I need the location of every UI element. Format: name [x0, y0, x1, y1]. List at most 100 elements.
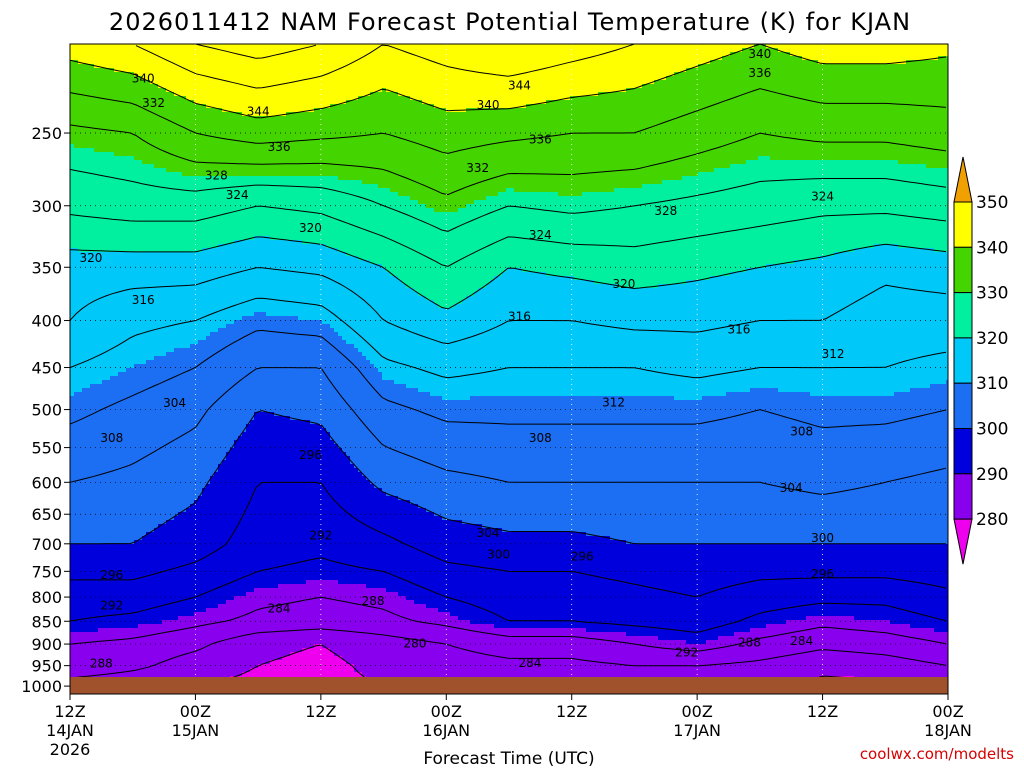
heatmap-cell: [78, 560, 83, 565]
heatmap-cell: [106, 396, 111, 401]
heatmap-cell: [146, 560, 151, 565]
heatmap-cell: [130, 212, 135, 217]
heatmap-cell: [114, 652, 119, 657]
heatmap-cell: [174, 236, 179, 241]
heatmap-cell: [82, 324, 87, 329]
heatmap-cell: [122, 64, 127, 69]
heatmap-cell: [142, 400, 147, 405]
heatmap-cell: [174, 128, 179, 133]
heatmap-cell: [118, 460, 123, 465]
heatmap-cell: [178, 72, 183, 77]
heatmap-cell: [134, 156, 139, 161]
heatmap-cell: [154, 568, 159, 573]
heatmap-cell: [146, 272, 151, 277]
heatmap-cell: [166, 204, 171, 209]
heatmap-cell: [126, 324, 131, 329]
heatmap-cell: [118, 244, 123, 249]
heatmap-cell: [150, 48, 155, 53]
heatmap-cell: [162, 348, 167, 353]
heatmap-cell: [134, 420, 139, 425]
heatmap-cell: [106, 104, 111, 109]
heatmap-cell: [158, 260, 163, 265]
heatmap-cell: [90, 316, 95, 321]
heatmap-cell: [70, 388, 75, 393]
heatmap-cell: [114, 624, 119, 629]
heatmap-cell: [166, 256, 171, 261]
heatmap-cell: [134, 368, 139, 373]
heatmap-cell: [134, 644, 139, 649]
heatmap-cell: [74, 176, 79, 181]
heatmap-cell: [86, 596, 91, 601]
heatmap-cell: [130, 456, 135, 461]
heatmap-cell: [114, 324, 119, 329]
heatmap-cell: [138, 240, 143, 245]
heatmap-cell: [158, 500, 163, 505]
heatmap-cell: [82, 200, 87, 205]
heatmap-cell: [162, 140, 167, 145]
heatmap-cell: [94, 456, 99, 461]
heatmap-cell: [90, 360, 95, 365]
heatmap-cell: [106, 84, 111, 89]
heatmap-cell: [82, 144, 87, 149]
heatmap-cell: [102, 280, 107, 285]
heatmap-cell: [138, 472, 143, 477]
heatmap-cell: [154, 68, 159, 73]
heatmap-cell: [154, 484, 159, 489]
heatmap-cell: [146, 212, 151, 217]
heatmap-cell: [82, 564, 87, 569]
heatmap-cell: [134, 276, 139, 281]
heatmap-cell: [178, 272, 183, 277]
heatmap-cell: [170, 596, 175, 601]
heatmap-cell: [90, 152, 95, 157]
heatmap-cell: [170, 316, 175, 321]
heatmap-cell: [94, 544, 99, 549]
heatmap-cell: [94, 56, 99, 61]
heatmap-cell: [154, 652, 159, 657]
heatmap-cell: [94, 368, 99, 373]
heatmap-cell: [126, 548, 131, 553]
heatmap-cell: [70, 160, 75, 165]
heatmap-cell: [122, 476, 127, 481]
heatmap-cell: [110, 112, 115, 117]
heatmap-cell: [70, 228, 75, 233]
heatmap-cell: [174, 96, 179, 101]
heatmap-cell: [94, 228, 99, 233]
heatmap-cell: [106, 144, 111, 149]
heatmap-cell: [82, 508, 87, 513]
heatmap-cell: [166, 300, 171, 305]
heatmap-cell: [130, 664, 135, 669]
heatmap-cell: [162, 288, 167, 293]
heatmap-cell: [158, 508, 163, 513]
heatmap-cell: [114, 148, 119, 153]
heatmap-cell: [114, 232, 119, 237]
heatmap-cell: [154, 396, 159, 401]
heatmap-cell: [170, 168, 175, 173]
heatmap-cell: [74, 220, 79, 225]
heatmap-cell: [174, 644, 179, 649]
heatmap-cell: [74, 252, 79, 257]
heatmap-cell: [70, 396, 75, 401]
heatmap-cell: [134, 224, 139, 229]
heatmap-cell: [106, 352, 111, 357]
heatmap-cell: [118, 624, 123, 629]
heatmap-cell: [82, 552, 87, 557]
heatmap-cell: [162, 416, 167, 421]
heatmap-cell: [70, 348, 75, 353]
heatmap-cell: [130, 616, 135, 621]
heatmap-cell: [134, 336, 139, 341]
heatmap-cell: [158, 216, 163, 221]
heatmap-cell: [154, 464, 159, 469]
heatmap-cell: [102, 180, 107, 185]
heatmap-cell: [170, 176, 175, 181]
heatmap-cell: [98, 416, 103, 421]
heatmap-cell: [178, 148, 183, 153]
heatmap-cell: [98, 468, 103, 473]
heatmap-cell: [126, 364, 131, 369]
heatmap-cell: [134, 320, 139, 325]
heatmap-cell: [98, 520, 103, 525]
heatmap-cell: [78, 424, 83, 429]
heatmap-cell: [130, 496, 135, 501]
heatmap-cell: [90, 420, 95, 425]
heatmap-cell: [118, 492, 123, 497]
heatmap-cell: [166, 304, 171, 309]
